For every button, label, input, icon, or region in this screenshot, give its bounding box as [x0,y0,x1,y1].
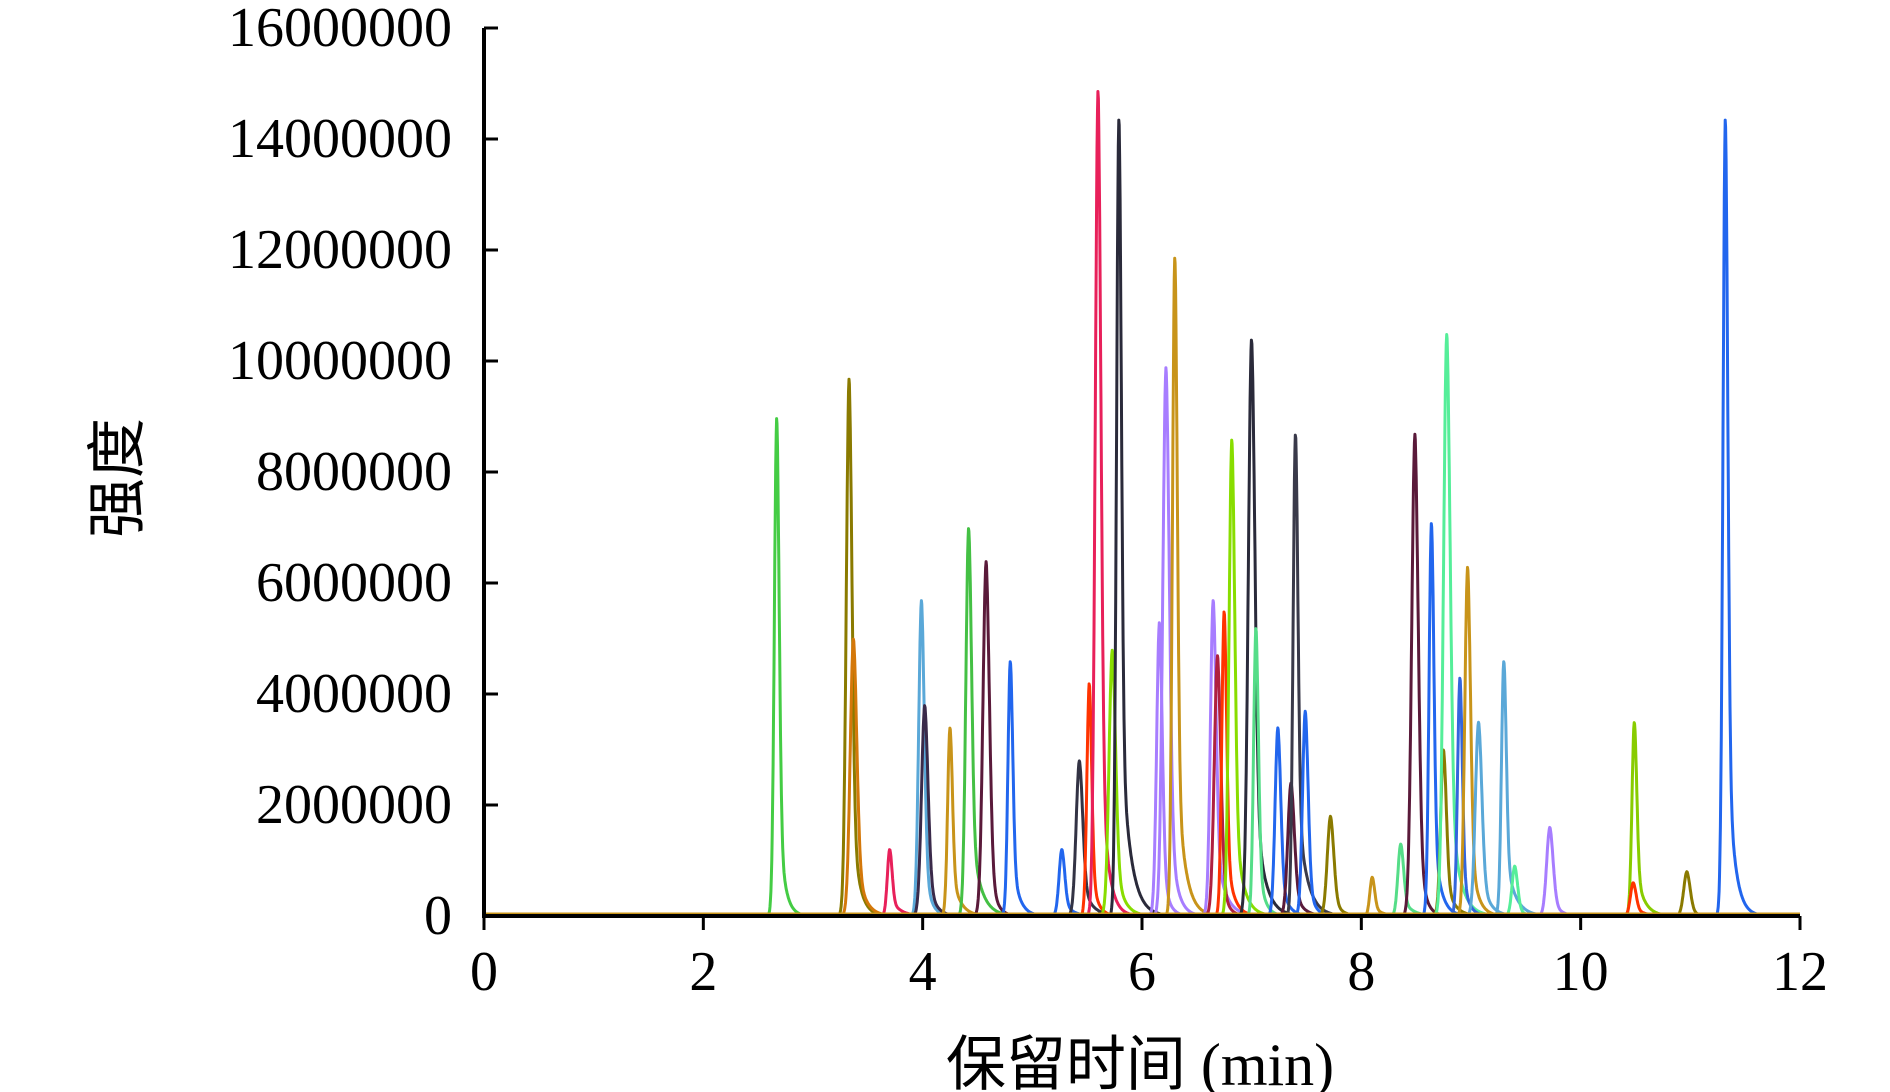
peak-trace [1291,814,1392,916]
y-tick-label: 14000000 [228,108,452,170]
y-tick-label: 0 [424,885,452,947]
y-tick-label: 2000000 [256,774,452,836]
y-ticks: 0 2000000 4000000 6000000 8000000 10000000 120… [228,0,498,947]
peak-trace [1595,721,1696,916]
x-tick-label: 8 [1347,941,1375,1003]
peak-trace [885,704,987,916]
y-tick-label: 10000000 [228,330,452,392]
peak-trace [1266,709,1367,916]
y-tick-label: 8000000 [256,441,452,503]
peak-trace [971,660,1072,916]
y-tick-label: 16000000 [228,0,452,59]
series-layer [484,90,1800,916]
peak-trace [882,599,983,916]
peak-trace [1647,870,1749,916]
y-tick-label: 4000000 [256,663,452,725]
peak-trace [1049,682,1151,916]
peak-trace [1178,654,1279,916]
x-axis-title: 保留时间 (min) [946,1032,1334,1092]
peak-trace [814,637,915,916]
x-ticks: 0 2 4 6 8 10 12 [470,916,1828,1003]
y-tick-label: 6000000 [256,552,452,614]
x-tick-label: 6 [1128,941,1156,1003]
peak-trace [1216,627,1318,916]
x-tick-label: 4 [909,941,937,1003]
y-tick-label: 12000000 [228,219,452,281]
peak-trace [737,417,838,916]
peak-trace [1120,621,1221,916]
peak-trace [1256,433,1357,916]
x-tick-label: 0 [470,941,498,1003]
x-tick-label: 10 [1553,941,1609,1003]
peak-trace [1332,875,1434,916]
y-axis-title: 强度 [85,418,151,538]
x-tick-label: 2 [689,941,717,1003]
x-tick-label: 12 [1772,941,1828,1003]
axes [482,28,1800,918]
peak-trace [1510,825,1612,916]
peak-trace [946,560,1048,916]
peak-trace [1686,118,1787,916]
